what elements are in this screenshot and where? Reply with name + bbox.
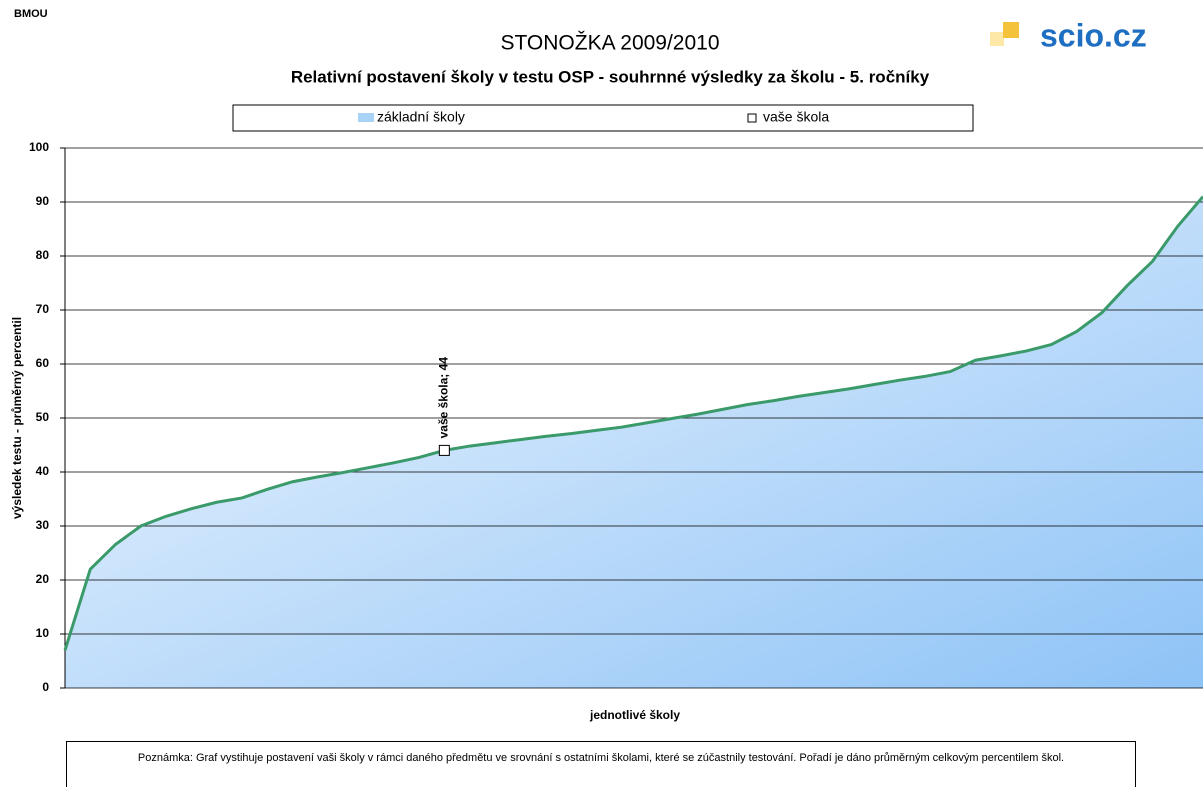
y-tick-label: 10	[36, 626, 50, 640]
data-label: vaše škola; 44	[437, 357, 451, 439]
y-tick-label: 100	[29, 140, 49, 154]
note: Poznámka: Graf vystihuje postavení vaši …	[66, 741, 1136, 787]
y-tick-label: 70	[36, 302, 50, 316]
code: BMOU	[14, 8, 48, 20]
legend	[232, 104, 974, 132]
y-tick-label: 20	[36, 572, 50, 586]
logo-square	[1003, 22, 1019, 38]
y-axis-label: výsledek testu - průměrný percentil	[10, 317, 24, 519]
area	[65, 196, 1203, 688]
logo: scio.cz	[1040, 17, 1147, 53]
logo-square	[990, 32, 1004, 46]
y-tick-label: 50	[36, 410, 50, 424]
y-tick-label: 40	[36, 464, 50, 478]
legend-label: vaše škola	[763, 109, 829, 125]
line	[63, 195, 1203, 651]
header-title: STONOŽKA 2009/2010	[500, 32, 719, 55]
x-axis-label: jednotlivé školy	[589, 708, 680, 722]
highlight-marker	[438, 444, 450, 456]
legend-marker	[747, 113, 757, 123]
legend-label: základní školy	[377, 109, 465, 125]
y-tick-label: 0	[42, 680, 49, 694]
y-tick-label: 30	[36, 518, 50, 532]
legend-swatch	[358, 113, 374, 122]
y-tick-label: 60	[36, 356, 50, 370]
y-tick-label: 80	[36, 248, 50, 262]
chart-title: Relativní postavení školy v testu OSP - …	[291, 67, 930, 86]
y-tick-label: 90	[36, 194, 50, 208]
